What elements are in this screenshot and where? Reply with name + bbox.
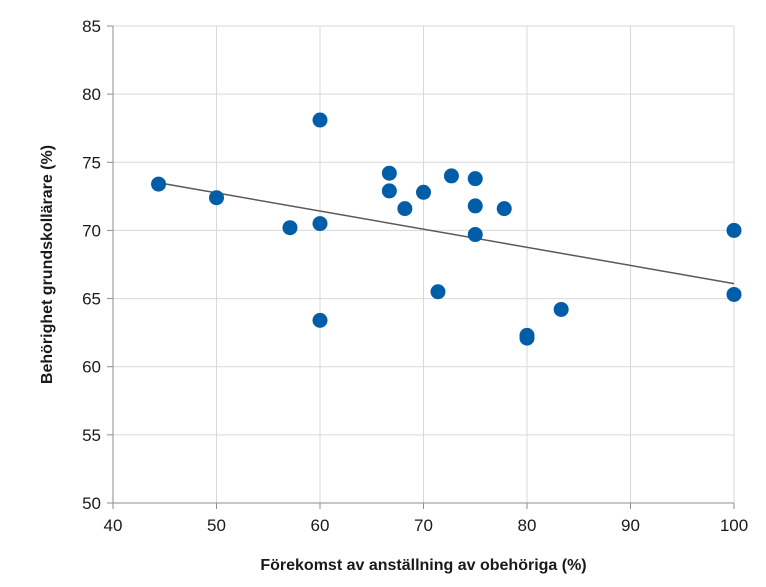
x-tick-label: 100 xyxy=(720,516,748,535)
y-axis-ticks: 50 55 60 65 70 75 80 85 xyxy=(82,17,113,513)
x-tick-label: 40 xyxy=(104,516,123,535)
data-point xyxy=(726,286,742,302)
x-tick-label: 50 xyxy=(207,516,226,535)
data-point xyxy=(467,171,483,187)
data-point xyxy=(151,176,167,192)
y-tick-label: 60 xyxy=(82,358,101,377)
data-point xyxy=(496,201,512,217)
trendline xyxy=(158,181,735,285)
y-axis-title: Behörighet grundskollärare (%) xyxy=(39,145,56,384)
y-tick-label: 70 xyxy=(82,221,101,240)
data-point xyxy=(312,312,328,328)
x-tick-label: 70 xyxy=(414,516,433,535)
data-point xyxy=(312,112,328,128)
y-tick-label: 85 xyxy=(82,17,101,36)
trendline-group xyxy=(158,181,735,285)
data-points xyxy=(151,112,742,346)
data-point xyxy=(397,201,413,217)
data-point xyxy=(519,330,535,346)
y-tick-label: 55 xyxy=(82,426,101,445)
x-tick-label: 90 xyxy=(621,516,640,535)
data-point xyxy=(467,227,483,243)
data-point xyxy=(467,198,483,214)
grid xyxy=(113,25,735,503)
y-tick-label: 50 xyxy=(82,494,101,513)
data-point xyxy=(553,301,569,317)
data-point xyxy=(443,168,459,184)
data-point xyxy=(416,184,431,200)
x-axis-ticks: 40 50 60 70 80 90 100 xyxy=(104,503,748,535)
x-tick-label: 80 xyxy=(518,516,537,535)
data-point xyxy=(209,190,224,206)
data-point xyxy=(726,222,742,238)
x-tick-label: 60 xyxy=(311,516,330,535)
x-axis-title: Förekomst av anställning av obehöriga (%… xyxy=(260,557,586,574)
data-point xyxy=(282,220,298,236)
data-point xyxy=(381,183,397,199)
y-tick-label: 75 xyxy=(82,153,101,172)
data-point xyxy=(381,165,397,181)
y-tick-label: 80 xyxy=(82,85,101,104)
data-point xyxy=(312,216,328,232)
data-point xyxy=(430,284,446,300)
y-tick-label: 65 xyxy=(82,290,101,309)
